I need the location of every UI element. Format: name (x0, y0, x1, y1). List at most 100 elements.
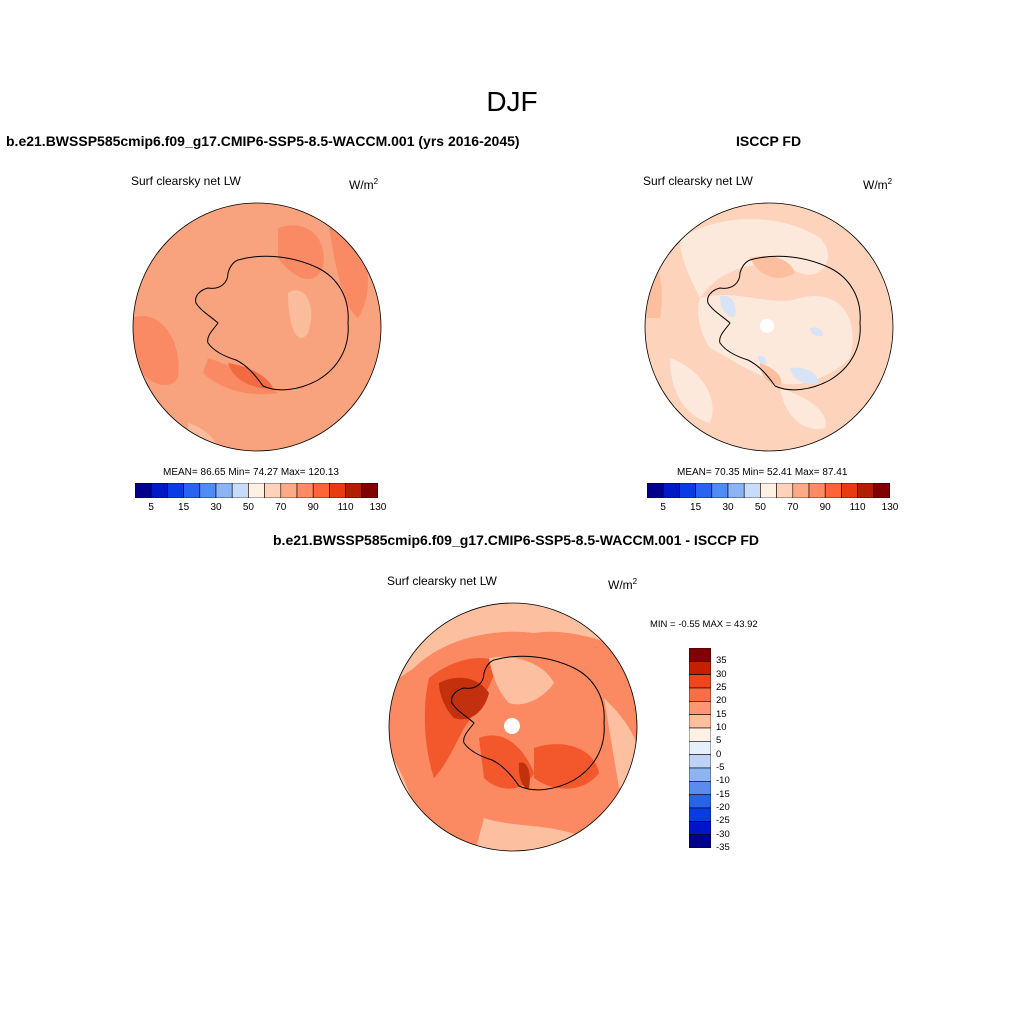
colorbar-tick-label: -20 (716, 802, 730, 813)
colorbar-swatch (711, 483, 729, 498)
colorbar-swatch (215, 483, 233, 498)
colorbar-tick-label: 70 (275, 502, 287, 513)
colorbar-tick-label: 90 (307, 502, 319, 513)
obs-units: W/m2 (863, 177, 893, 192)
obs-polar-map (644, 202, 894, 452)
obs-case-title: ISCCP FD (736, 133, 802, 149)
model-field-base (133, 203, 381, 451)
colorbar-tick-label: 35 (716, 655, 727, 667)
model-field-high (133, 316, 179, 386)
colorbar-tick-label: -30 (716, 828, 730, 840)
model-field-higher (228, 363, 273, 389)
obs-field-blue (757, 355, 767, 365)
colorbar-tick-label: -5 (716, 762, 725, 773)
colorbar-swatch (150, 483, 168, 498)
colorbar-swatch (792, 483, 810, 498)
obs-colorbar-ticks: 5 15 30 50 70 90 110 130 (647, 502, 898, 516)
diff-case-title: b.e21.BWSSP585cmip6.f09_g17.CMIP6-SSP5-8… (273, 532, 760, 548)
colorbar-swatch (689, 648, 711, 662)
model-polar-map (132, 202, 382, 452)
colorbar-tick-label: 30 (722, 502, 734, 513)
colorbar-tick-label: -10 (716, 775, 730, 787)
colorbar-swatch (689, 661, 711, 675)
diff-stats: MIN = -0.55 MAX = 43.92 (650, 619, 758, 630)
colorbar-swatch (264, 483, 282, 498)
map-boundary (644, 202, 894, 452)
colorbar-swatch (329, 483, 346, 498)
obs-field-low (670, 358, 713, 423)
model-units: W/m2 (349, 177, 379, 192)
diff-colorbar-ticks: 35 30 25 20 15 10 5 0 -5 -10 -15 -20 -25 -30 -35 (716, 648, 756, 853)
colorbar-tick-label: 130 (881, 502, 899, 513)
colorbar-swatch (679, 483, 696, 498)
map-boundary (388, 602, 638, 852)
colorbar-swatch (841, 483, 858, 498)
model-field-low (288, 290, 312, 339)
colorbar-swatch (857, 483, 875, 498)
colorbar-swatch (689, 834, 711, 848)
obs-field-mid (760, 363, 782, 386)
colorbar-swatch (647, 483, 664, 498)
obs-stats: MEAN= 70.35 Min= 52.41 Max= 87.41 (677, 467, 848, 478)
obs-colorbar (647, 483, 890, 498)
colorbar-swatch (689, 714, 711, 729)
colorbar-tick-label: 5 (716, 735, 722, 747)
colorbar-swatch (689, 807, 711, 822)
colorbar-tick-label: 20 (716, 695, 727, 707)
model-case-title: b.e21.BWSSP585cmip6.f09_g17.CMIP6-SSP5-8… (6, 133, 520, 149)
colorbar-tick-label: 25 (716, 682, 727, 693)
colorbar-swatch (824, 483, 842, 498)
colorbar-swatch (183, 483, 201, 498)
colorbar-tick-label: -25 (716, 815, 730, 827)
diff-field-pale (489, 656, 554, 705)
colorbar-swatch (689, 767, 711, 782)
colorbar-tick-label: 30 (716, 668, 727, 680)
obs-field-low (698, 295, 853, 385)
obs-field-blue (790, 367, 819, 385)
colorbar-tick-label: 30 (210, 502, 222, 513)
colorbar-tick-label: 130 (369, 502, 387, 513)
antarctica-coastline (707, 255, 861, 391)
map-boundary (132, 202, 382, 452)
antarctica-coastline (451, 655, 605, 791)
colorbar-tick-label: -15 (716, 788, 730, 800)
model-variable-label: Surf clearsky net LW (131, 174, 241, 188)
model-colorbar (135, 483, 378, 498)
colorbar-swatch (296, 483, 314, 498)
colorbar-swatch (248, 483, 265, 498)
colorbar-swatch (760, 483, 777, 498)
diff-field-dark (439, 677, 489, 720)
colorbar-swatch (280, 483, 298, 498)
colorbar-tick-label: 50 (242, 502, 254, 513)
colorbar-tick-label: 110 (849, 502, 866, 513)
colorbar-swatch (312, 483, 330, 498)
obs-field-low (780, 388, 826, 429)
obs-field-blue (720, 295, 736, 317)
figure-title: DJF (486, 86, 538, 117)
obs-field-mid (750, 256, 795, 278)
colorbar-tick-label: 70 (787, 502, 799, 513)
obs-variable-label: Surf clearsky net LW (643, 174, 753, 188)
polar-hole (504, 718, 520, 734)
colorbar-swatch (727, 483, 745, 498)
colorbar-swatch (231, 483, 249, 498)
colorbar-tick-label: 5 (660, 502, 666, 513)
colorbar-tick-label: 15 (716, 708, 727, 720)
colorbar-tick-label: 50 (754, 502, 766, 513)
obs-field-blue (810, 327, 823, 337)
diff-polar-map (388, 602, 638, 852)
colorbar-swatch (689, 727, 711, 742)
colorbar-swatch (743, 483, 761, 498)
colorbar-swatch (689, 781, 711, 795)
diff-field-dark (518, 762, 530, 789)
colorbar-swatch (199, 483, 217, 498)
colorbar-swatch (361, 483, 378, 498)
colorbar-tick-label: 0 (716, 748, 722, 760)
colorbar-tick-label: 90 (819, 502, 831, 513)
colorbar-swatch (135, 483, 152, 498)
colorbar-swatch (695, 483, 713, 498)
colorbar-swatch (689, 687, 711, 702)
model-colorbar-ticks: 5 15 30 50 70 90 110 130 (135, 502, 386, 516)
diff-variable-label: Surf clearsky net LW (387, 574, 497, 588)
diff-units: W/m2 (608, 577, 638, 592)
